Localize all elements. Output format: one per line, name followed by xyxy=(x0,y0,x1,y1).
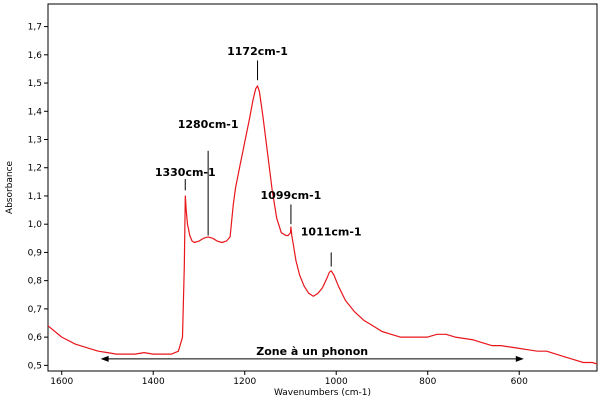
zone-arrow-left-head xyxy=(100,355,109,362)
y-axis-title: Absorbance xyxy=(5,160,15,214)
y-tick-label: 1,3 xyxy=(28,136,42,146)
peak-label: 1280cm-1 xyxy=(178,118,239,131)
y-tick-label: 1,5 xyxy=(28,79,42,89)
zone-arrow-right-head xyxy=(515,355,524,362)
y-tick-label: 0,9 xyxy=(28,248,43,258)
peak-label: 1011cm-1 xyxy=(301,225,362,238)
x-tick-label: 1000 xyxy=(325,377,348,387)
y-tick-label: 1,4 xyxy=(28,107,43,117)
y-tick-label: 0,5 xyxy=(28,361,42,371)
x-tick-label: 600 xyxy=(511,377,528,387)
zone-label: Zone à un phonon xyxy=(256,345,368,358)
y-tick-label: 1,7 xyxy=(28,23,42,33)
x-tick-label: 800 xyxy=(419,377,436,387)
y-tick-label: 1,6 xyxy=(28,51,43,61)
x-tick-label: 1200 xyxy=(233,377,256,387)
y-tick-label: 1,1 xyxy=(28,192,42,202)
peak-label: 1099cm-1 xyxy=(261,189,322,202)
x-axis-title: Wavenumbers (cm-1) xyxy=(274,388,371,398)
y-tick-label: 0,8 xyxy=(28,277,43,287)
y-tick-label: 0,7 xyxy=(28,305,42,315)
y-tick-label: 0,6 xyxy=(28,333,43,343)
peak-label: 1330cm-1 xyxy=(155,166,216,179)
x-tick-label: 1400 xyxy=(142,377,165,387)
y-tick-label: 1,0 xyxy=(28,220,43,230)
plot-area-frame xyxy=(47,3,598,372)
spectrum-line xyxy=(47,85,598,365)
x-tick-label: 1600 xyxy=(50,377,73,387)
y-tick-label: 1,2 xyxy=(28,164,42,174)
peak-label: 1172cm-1 xyxy=(227,45,288,58)
